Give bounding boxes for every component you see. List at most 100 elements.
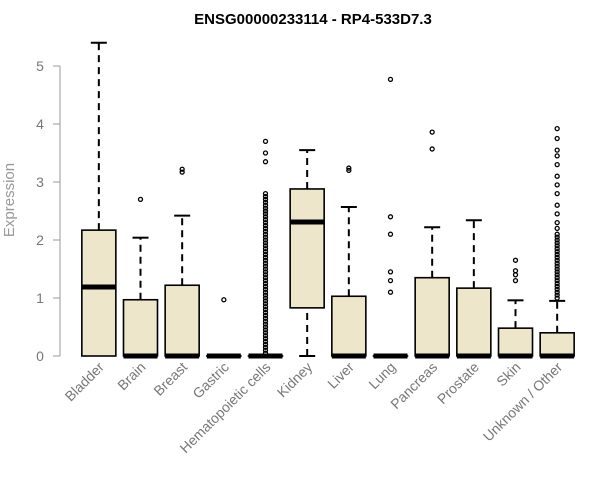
outlier-point: [262, 292, 269, 298]
outlier-point: [262, 260, 269, 266]
box-lung: [372, 76, 409, 359]
outlier-point: [554, 240, 560, 246]
outlier-point: [554, 248, 560, 255]
outlier-point: [262, 277, 269, 284]
outlier-point: [429, 146, 435, 152]
chart-title: ENSG00000233114 - RP4-533D7.3: [194, 11, 432, 28]
outlier-point: [262, 246, 269, 252]
box-iqr: [331, 295, 367, 357]
outlier-point: [512, 272, 519, 278]
outlier-point: [262, 138, 269, 145]
outlier-point: [262, 217, 269, 223]
outlier-point: [262, 309, 269, 316]
box-bladder: [81, 41, 117, 357]
outlier-point: [387, 214, 394, 220]
outlier-point: [554, 234, 560, 240]
box-breast: [164, 166, 200, 359]
outlier-point: [262, 283, 269, 290]
outlier-point: [262, 344, 269, 350]
outlier-point: [262, 240, 269, 246]
box-kidney: [289, 149, 325, 357]
outlier-point: [262, 208, 269, 214]
outlier-point: [262, 159, 269, 165]
y-axis: 0 1 2 3 4 5: [36, 58, 61, 364]
outlier-point: [262, 263, 269, 269]
outlier-point: [262, 318, 269, 324]
category-label: Breast: [150, 359, 190, 399]
outlier-point: [262, 333, 269, 339]
outlier-point: [262, 312, 269, 319]
outlier-point: [262, 231, 269, 237]
outlier-point: [387, 269, 394, 275]
outlier-point: [262, 254, 269, 261]
outlier-point: [554, 275, 560, 281]
box-iqr: [164, 284, 200, 357]
outlier-point: [262, 257, 269, 263]
outlier-point: [262, 266, 269, 272]
y-axis-title: Expression: [1, 163, 18, 237]
outlier-point: [262, 196, 269, 203]
outlier-point: [262, 205, 269, 211]
outlier-point: [554, 280, 560, 287]
outlier-point: [262, 251, 269, 258]
box-iqr: [414, 276, 450, 357]
outlier-point: [262, 222, 269, 229]
outlier-point: [554, 190, 560, 197]
y-tick-label: 2: [36, 232, 44, 248]
outlier-point: [262, 237, 269, 243]
category-label: Liver: [324, 359, 357, 392]
outlier-point: [554, 263, 560, 269]
outlier-point: [262, 211, 269, 217]
category-label: Lung: [365, 359, 398, 392]
category-label: Bladder: [62, 359, 108, 405]
category-label: Brain: [114, 359, 148, 393]
outlier-point: [387, 231, 394, 237]
outlier-point: [262, 306, 269, 313]
box-iqr: [539, 331, 575, 357]
y-tick-label: 4: [36, 116, 44, 132]
outlier-point: [262, 301, 269, 307]
outlier-point: [262, 321, 269, 327]
outlier-point: [262, 228, 269, 234]
outlier-point: [554, 292, 560, 298]
outlier-point: [262, 347, 269, 353]
box-liver: [331, 165, 367, 359]
outlier-point: [554, 225, 560, 232]
outlier-point: [262, 315, 269, 321]
outlier-point: [262, 280, 269, 287]
box-hematopoietic-cells: [247, 138, 284, 359]
category-label: Kidney: [274, 359, 316, 401]
outlier-point: [554, 272, 560, 278]
y-tick-label: 3: [36, 174, 44, 190]
outlier-point: [262, 269, 269, 275]
outlier-point: [554, 277, 560, 284]
outlier-point: [554, 283, 560, 290]
outlier-point: [554, 295, 560, 301]
category-label: Prostate: [434, 359, 482, 407]
outlier-point: [554, 161, 560, 168]
outlier-point: [554, 237, 560, 243]
outlier-point: [554, 231, 560, 237]
outlier-point: [512, 257, 519, 263]
outlier-point: [262, 225, 269, 232]
outlier-point: [512, 268, 519, 274]
outlier-point: [262, 272, 269, 278]
outlier-point: [554, 153, 560, 159]
outlier-point: [179, 169, 185, 175]
outlier-point: [554, 266, 560, 272]
y-tick-label: 1: [36, 290, 44, 306]
box-prostate: [456, 219, 492, 359]
outlier-point: [262, 335, 269, 342]
outlier-point: [262, 350, 269, 356]
box-iqr: [81, 229, 117, 357]
outlier-point: [179, 166, 185, 172]
outlier-point: [262, 150, 269, 156]
outlier-point: [262, 338, 269, 345]
outlier-point: [262, 324, 269, 330]
outlier-point: [554, 147, 560, 153]
category-label: Unknown / Other: [480, 359, 566, 445]
y-tick-label: 0: [36, 348, 44, 364]
outlier-point: [346, 167, 352, 174]
box-iqr: [122, 298, 159, 357]
